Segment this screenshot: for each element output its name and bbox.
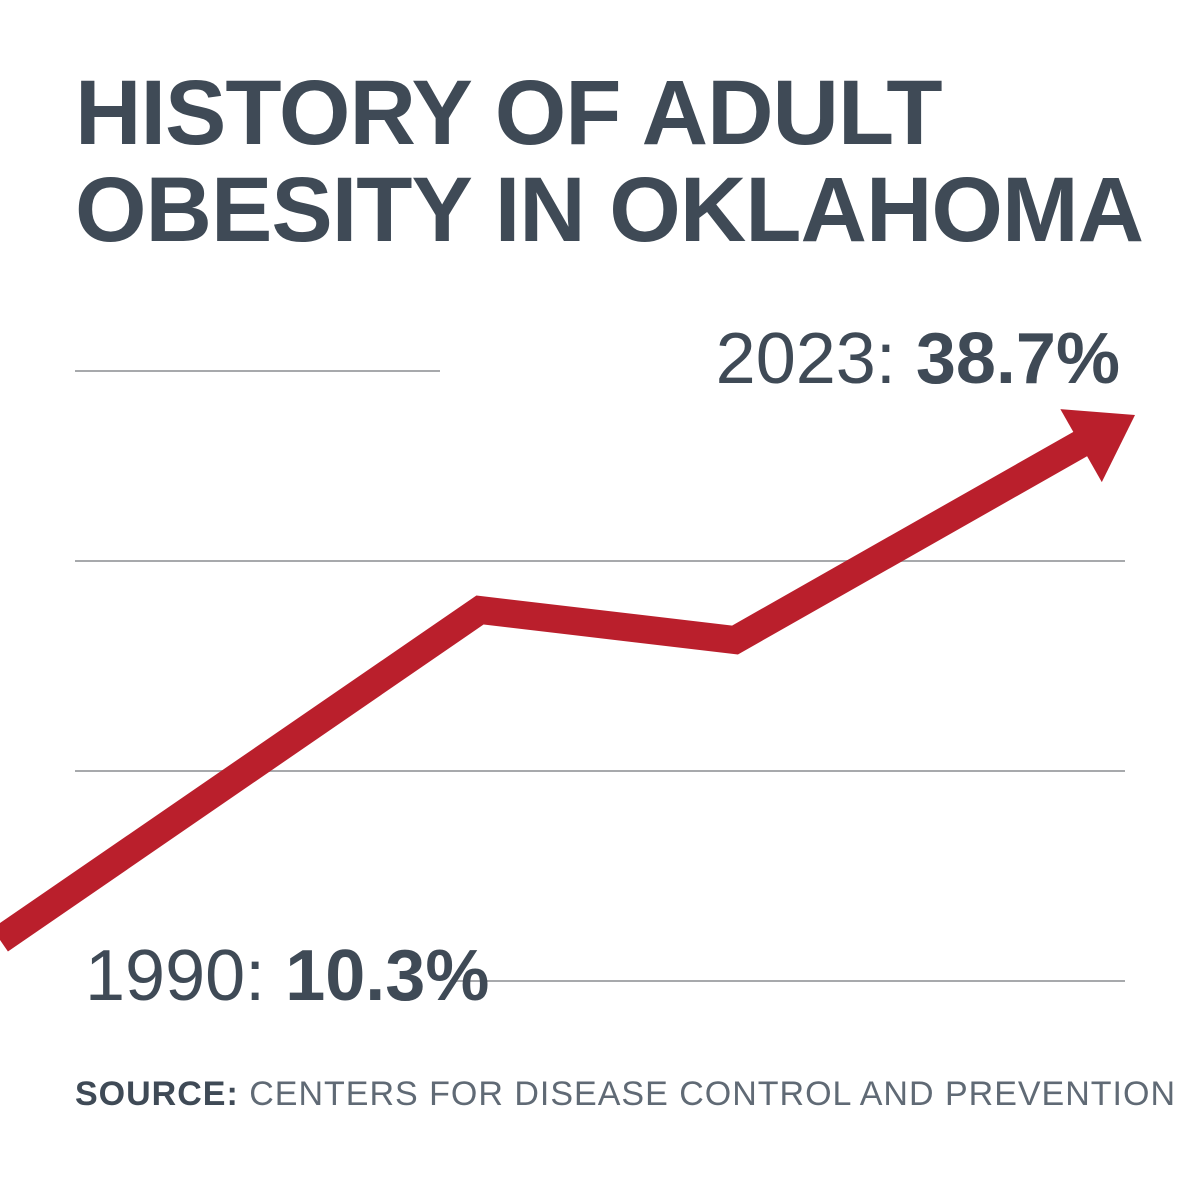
source-citation: SOURCE: CENTERS FOR DISEASE CONTROL AND … — [75, 1075, 1176, 1114]
start-value: 10.3% — [285, 936, 489, 1016]
source-label: SOURCE: — [75, 1075, 249, 1113]
end-data-label: 2023: 38.7% — [716, 318, 1120, 400]
start-year: 1990: — [85, 936, 285, 1016]
trend-line — [0, 0, 1200, 1201]
end-year: 2023: — [716, 319, 916, 399]
end-value: 38.7% — [916, 319, 1120, 399]
chart-area: 2023: 38.7% 1990: 10.3% — [0, 0, 1200, 1201]
source-text: CENTERS FOR DISEASE CONTROL AND PREVENTI… — [249, 1075, 1176, 1113]
start-data-label: 1990: 10.3% — [85, 935, 489, 1017]
